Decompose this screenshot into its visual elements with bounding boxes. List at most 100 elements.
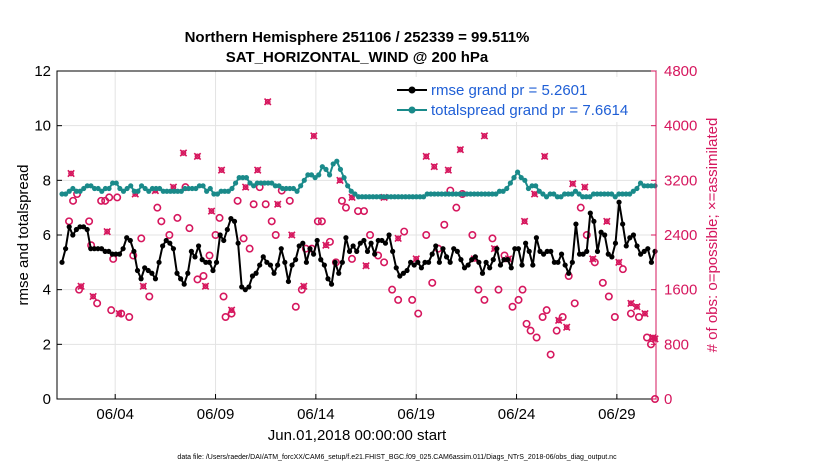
- obs-assimilated-ring: [445, 167, 452, 173]
- series-point-rmse: [163, 237, 169, 244]
- series-point-rmse: [634, 243, 640, 249]
- series-point-rmse: [188, 248, 194, 254]
- series-point-rmse: [609, 254, 615, 260]
- series-point-rmse: [566, 270, 572, 276]
- x-axis-label: Jun.01,2018 00:00:00 start: [268, 427, 447, 444]
- series-point-totalspread: [616, 191, 622, 197]
- series-point-rmse: [152, 276, 159, 282]
- series-point-totalspread: [540, 191, 546, 197]
- series-point-totalspread: [298, 183, 304, 189]
- series-point-totalspread: [247, 180, 253, 186]
- series-point-rmse: [346, 248, 353, 254]
- obs-assimilated-stroke: [651, 335, 659, 343]
- obs-assimilated-ring: [140, 283, 147, 290]
- obs-possible-marker: [570, 299, 579, 308]
- series-point-rmse: [447, 259, 453, 265]
- obs-possible-marker: [97, 196, 106, 205]
- series-point-rmse: [357, 240, 363, 246]
- series-point-totalspread: [525, 185, 532, 192]
- x-tick-label: 06/24: [498, 406, 536, 423]
- series-point-totalspread: [392, 194, 398, 200]
- series-point-totalspread: [146, 188, 152, 194]
- series-point-rmse: [645, 246, 651, 252]
- obs-possible-marker: [452, 203, 461, 212]
- series-point-rmse: [479, 270, 486, 276]
- obs-possible-marker: [522, 319, 531, 328]
- y-tick-label: 0: [43, 391, 51, 408]
- series-point-rmse: [540, 251, 547, 257]
- obs-assimilated-ring: [615, 259, 622, 266]
- series-point-totalspread: [641, 183, 647, 189]
- obs-assimilated-ring: [254, 167, 261, 173]
- series-point-rmse: [142, 265, 148, 271]
- obs-assimilated-marker: [67, 169, 75, 178]
- obs-assimilated-marker: [253, 166, 262, 174]
- obs-assimilated-marker: [362, 261, 370, 270]
- obs-possible-marker: [93, 299, 102, 308]
- series-point-rmse: [127, 237, 133, 244]
- y-right-tick-label: 1600: [664, 282, 697, 299]
- series-point-rmse: [131, 248, 137, 254]
- y-right-tick-label: 800: [664, 336, 689, 353]
- obs-assimilated-stroke: [322, 241, 330, 250]
- series-point-totalspread: [326, 172, 333, 178]
- series-point-rmse: [469, 257, 475, 263]
- obs-possible-marker: [199, 271, 208, 280]
- footnote: data file: /Users/raeder/DAI/ATM_forcXX/…: [177, 454, 617, 461]
- obs-assimilated-ring: [363, 262, 369, 269]
- obs-assimilated-marker: [322, 241, 330, 250]
- series-point-totalspread: [370, 194, 376, 200]
- obs-assimilated-ring: [628, 300, 634, 307]
- series-point-totalspread: [384, 194, 391, 200]
- series-point-totalspread: [124, 185, 130, 192]
- series-point-rmse: [562, 262, 568, 268]
- axis-ticks: 0 2 4 6 8 10 12 0 800 1600 2400 3200 4000 4800 06/04 06…: [34, 63, 697, 423]
- series-point-rmse: [519, 262, 525, 268]
- obs-assimilated-stroke: [540, 152, 549, 161]
- series-point-rmse: [285, 278, 292, 285]
- series-point-totalspread: [442, 191, 448, 197]
- series-point-rmse: [170, 246, 177, 252]
- series-point-rmse: [116, 251, 123, 257]
- series-point-totalspread: [366, 194, 372, 200]
- series-point-totalspread: [164, 188, 170, 194]
- legend-marker-rmse: [408, 86, 416, 94]
- series-point-rmse: [526, 248, 532, 254]
- series-point-totalspread: [587, 194, 593, 200]
- series-point-totalspread: [287, 185, 293, 192]
- series-point-totalspread: [218, 188, 224, 194]
- obs-possible-marker: [157, 217, 166, 226]
- obs-possible-marker: [468, 231, 477, 240]
- obs-assimilated-ring: [104, 228, 111, 235]
- series-point-rmse: [487, 265, 493, 271]
- series-point-rmse: [59, 259, 65, 265]
- obs-possible-marker: [233, 196, 242, 205]
- obs-assimilated-marker: [263, 97, 272, 106]
- series-point-rmse: [113, 251, 119, 257]
- series-point-rmse: [310, 251, 317, 257]
- obs-assimilated-ring: [68, 170, 74, 177]
- obs-assimilated-marker: [115, 309, 123, 318]
- series-point-totalspread: [236, 175, 242, 181]
- obs-possible-marker: [219, 292, 228, 301]
- series-point-rmse: [102, 248, 108, 254]
- series-point-totalspread: [449, 191, 456, 197]
- obs-possible-marker: [313, 217, 322, 226]
- series-point-rmse: [472, 254, 478, 260]
- series-point-rmse: [195, 243, 202, 249]
- series-point-rmse: [465, 262, 471, 268]
- series-point-totalspread: [417, 194, 423, 200]
- series-point-totalspread: [363, 194, 369, 200]
- series-point-totalspread: [301, 177, 307, 183]
- obs-possible-marker: [558, 312, 567, 321]
- obs-assimilated-marker: [641, 309, 649, 318]
- y-tick-label: 12: [34, 63, 51, 80]
- obs-assimilated-ring: [288, 232, 295, 238]
- obs-possible-marker: [117, 309, 126, 318]
- series-point-rmse: [372, 251, 378, 257]
- obs-assimilated-ring: [531, 191, 538, 197]
- obs-assimilated-stroke: [603, 217, 611, 226]
- series-lines: [59, 158, 658, 293]
- obs-assimilated-stroke: [615, 258, 623, 267]
- series-point-totalspread: [460, 191, 466, 197]
